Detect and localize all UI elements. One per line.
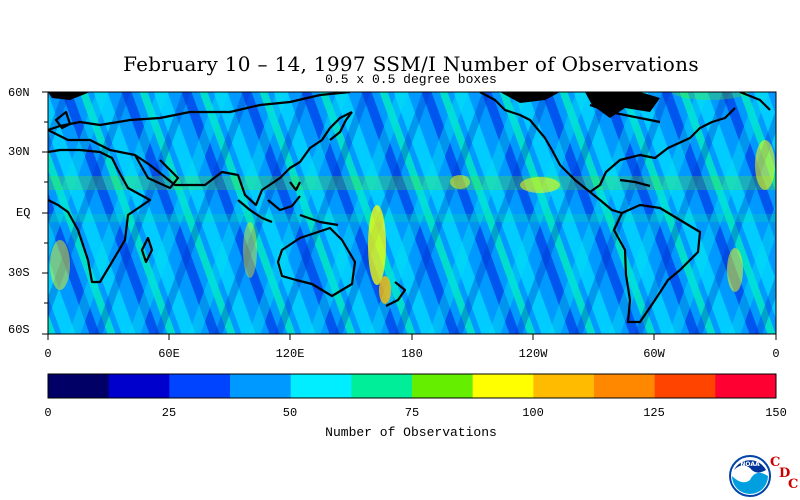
lat-ticks	[42, 91, 48, 335]
logo-letter-c1: C	[770, 455, 781, 470]
lon-label-0-end: 0	[772, 347, 780, 361]
colorbar-tick-0: 0	[44, 406, 52, 420]
colorbar-swatch	[654, 374, 716, 398]
colorbar-swatch	[169, 374, 231, 398]
colorbar-tick-75: 75	[404, 406, 420, 420]
colorbar-swatch	[351, 374, 413, 398]
colorbar-tick-100: 100	[522, 406, 544, 420]
noaa-badge-text: NOAA	[740, 461, 760, 468]
lat-label-60n: 60N	[8, 86, 30, 100]
colorbar-tick-25: 25	[161, 406, 177, 420]
observation-field	[48, 92, 776, 334]
logo-letter-c2: C	[788, 477, 799, 492]
colorbar-swatch	[533, 374, 595, 398]
colorbar-frame	[47, 373, 777, 399]
lon-label-120e: 120E	[275, 347, 305, 361]
lon-label-0: 0	[44, 347, 52, 361]
colorbar-tick-125: 125	[643, 406, 665, 420]
colorbar-swatch	[290, 374, 352, 398]
colorbar-swatch	[412, 374, 474, 398]
noaa-logo	[729, 455, 771, 497]
colorbar-swatch	[594, 374, 656, 398]
lat-label-60s: 60S	[8, 323, 30, 337]
map-title: February 10 – 14, 1997 SSM/I Number of O…	[123, 52, 699, 76]
colorbar-swatch	[48, 374, 110, 398]
lat-label-30s: 30S	[8, 266, 30, 280]
colorbar-title: Number of Observations	[325, 425, 497, 440]
colorbar-swatch	[108, 374, 170, 398]
logo-letter-d: D	[779, 466, 791, 481]
colorbar	[48, 374, 777, 398]
colorbar-tick-50: 50	[282, 406, 298, 420]
colorbar-swatch	[230, 374, 292, 398]
lat-label-30n: 30N	[8, 145, 30, 159]
lon-label-180: 180	[401, 347, 423, 361]
lat-label-eq: EQ	[16, 206, 31, 220]
colorbar-swatch	[472, 374, 534, 398]
lon-label-60w: 60W	[643, 347, 665, 361]
colorbar-tick-150: 150	[765, 406, 787, 420]
lon-label-60e: 60E	[158, 347, 180, 361]
lon-label-120w: 120W	[518, 347, 548, 361]
colorbar-swatch	[715, 374, 777, 398]
lon-ticks	[47, 334, 777, 340]
map-subtitle: 0.5 x 0.5 degree boxes	[325, 72, 497, 87]
